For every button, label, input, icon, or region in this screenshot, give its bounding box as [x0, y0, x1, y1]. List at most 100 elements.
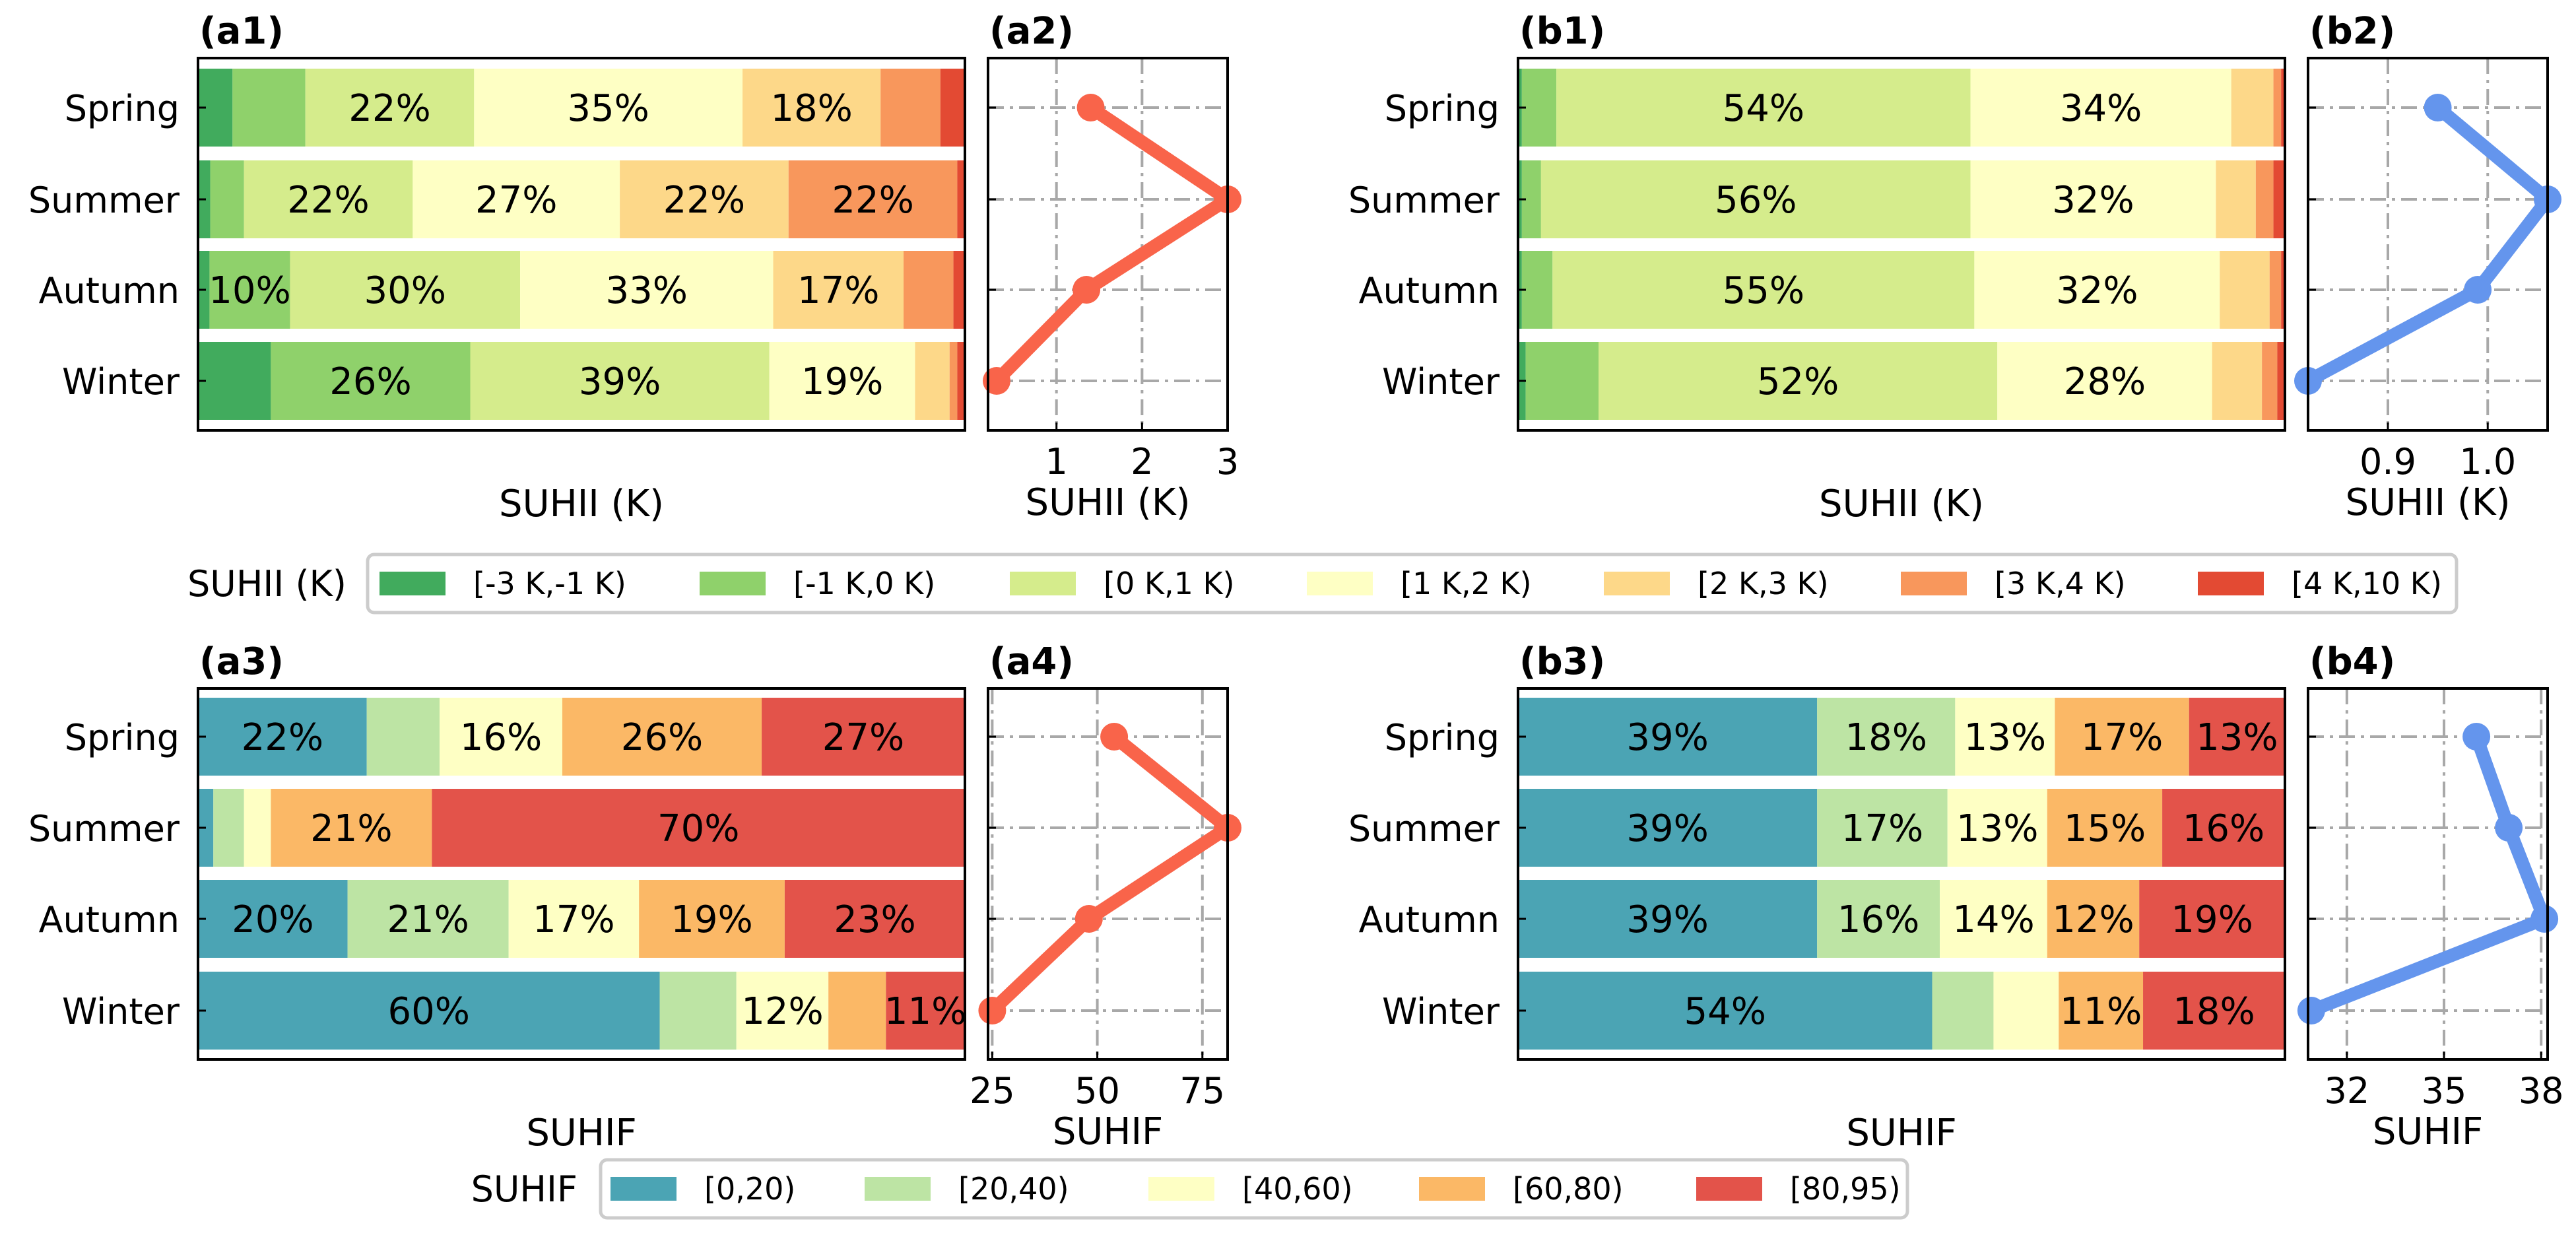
bar-segment: [2220, 251, 2270, 329]
x-tick-label: 25: [970, 1070, 1015, 1112]
bar-segment: [2047, 789, 2163, 867]
y-tick-label: Winter: [1382, 991, 1500, 1032]
bar-segment: [1540, 160, 1971, 238]
bar-label: 39%: [1626, 898, 1708, 941]
bar-segment: [788, 160, 958, 238]
bar-segment: [1556, 69, 1971, 147]
bar-label: 55%: [1723, 269, 1804, 312]
bar-segment: [1525, 342, 1599, 420]
panel-title: (a1): [199, 10, 284, 53]
x-tick-label: 35: [2422, 1070, 2467, 1112]
bar-segment: [1817, 880, 1940, 958]
panel-title: (b4): [2309, 640, 2395, 683]
data-point: [1074, 905, 1103, 933]
bar-label: 52%: [1757, 360, 1839, 403]
y-tick-label: Summer: [28, 808, 180, 850]
axes-frame: [987, 687, 1229, 1061]
bar-label: 16%: [1837, 898, 1919, 941]
y-tick-label: Summer: [28, 180, 180, 221]
bar-label: 12%: [2052, 898, 2134, 941]
bar-segment: [508, 880, 640, 958]
bar-segment: [520, 251, 774, 329]
bar-segment: [620, 160, 789, 238]
bar-segment: [232, 69, 306, 147]
x-tick-label: 32: [2325, 1070, 2370, 1112]
panel-title: (b3): [1519, 640, 1605, 683]
bar-segment: [743, 69, 881, 147]
panel-a2: (a2) 1 2 3 SUHII (K): [983, 10, 1241, 524]
bar-segment: [2047, 880, 2140, 958]
y-tick-label: Summer: [1348, 808, 1500, 850]
bar-segment: [244, 160, 413, 238]
bar-label: 39%: [1626, 807, 1708, 850]
data-point: [2297, 997, 2325, 1024]
axes-frame: [197, 687, 966, 1061]
bar-segment: [244, 789, 271, 867]
bar-label: 22%: [663, 179, 745, 222]
bar-label: 22%: [287, 179, 369, 222]
y-tick-label: Winter: [62, 361, 180, 403]
data-point: [1100, 723, 1129, 751]
bar-segment: [1970, 160, 2216, 238]
x-axis-label: SUHIF: [2373, 1110, 2483, 1153]
bar-label: 18%: [1845, 716, 1927, 759]
legend-title: SUHIF: [471, 1168, 578, 1210]
bar-segment: [209, 251, 290, 329]
bar-segment: [2231, 69, 2274, 147]
bar-segment: [1817, 698, 1956, 776]
y-tick-label: Winter: [62, 991, 180, 1032]
bar-segment: [1599, 342, 1998, 420]
bar-label: 26%: [329, 360, 411, 403]
legend-label: [0,20): [704, 1171, 795, 1207]
series-line: [2304, 730, 2552, 1017]
bar-segment: [290, 251, 521, 329]
legend-label: [0 K,1 K): [1104, 566, 1235, 601]
panel-title: (a2): [989, 10, 1074, 53]
bar-segment: [1518, 972, 1932, 1050]
axes-frame: [2307, 57, 2549, 432]
data-point: [1073, 276, 1101, 304]
x-axis-label: SUHIF: [526, 1112, 636, 1155]
bar-segment: [949, 342, 958, 420]
bar-segment: [198, 972, 660, 1050]
panel-title: (a4): [989, 640, 1074, 683]
legend-swatch: [2198, 572, 2264, 595]
bar-segment: [2277, 342, 2285, 420]
y-tick-label: Autumn: [39, 270, 180, 312]
series-line: [2301, 101, 2554, 387]
bar-segment: [639, 880, 785, 958]
bar-segment: [736, 972, 829, 1050]
bar-segment: [940, 69, 965, 147]
legend-swatch: [1148, 1177, 1214, 1201]
bar-segment: [210, 160, 244, 238]
data-point: [2495, 814, 2523, 842]
bar-label: 27%: [822, 716, 904, 759]
bar-label: 39%: [1626, 716, 1708, 759]
bar-label: 39%: [579, 360, 661, 403]
axes-frame: [1517, 687, 2286, 1061]
bar-segment: [2216, 160, 2256, 238]
bar-label: 34%: [2060, 87, 2142, 130]
axes-frame: [987, 57, 1229, 432]
legend-frame: [366, 553, 2459, 615]
bar-label: 54%: [1723, 87, 1804, 130]
legend-swatch: [865, 1177, 931, 1201]
y-tick-label: Spring: [65, 88, 180, 129]
axes-frame: [197, 57, 966, 432]
x-tick-label: 1.0: [2459, 441, 2516, 483]
bar-label: 11%: [2060, 990, 2142, 1033]
bar-segment: [957, 160, 965, 238]
legend-label: [-3 K,-1 K): [473, 566, 626, 601]
bar-label: 17%: [1841, 807, 1923, 850]
legend-swatch: [1901, 572, 1967, 595]
bar-label: 22%: [242, 716, 323, 759]
bar-segment: [953, 251, 965, 329]
bar-segment: [305, 69, 475, 147]
bar-segment: [1974, 251, 2220, 329]
bar-label: 10%: [209, 269, 290, 312]
bar-segment: [198, 880, 348, 958]
bar-label: 19%: [801, 360, 883, 403]
panel-a3: (a3) 22% 16% 26% 27% Spring 21% 70% Summer 20% 21%…: [28, 640, 967, 1155]
bar-label: 16%: [2183, 807, 2264, 850]
bar-segment: [1552, 251, 1975, 329]
